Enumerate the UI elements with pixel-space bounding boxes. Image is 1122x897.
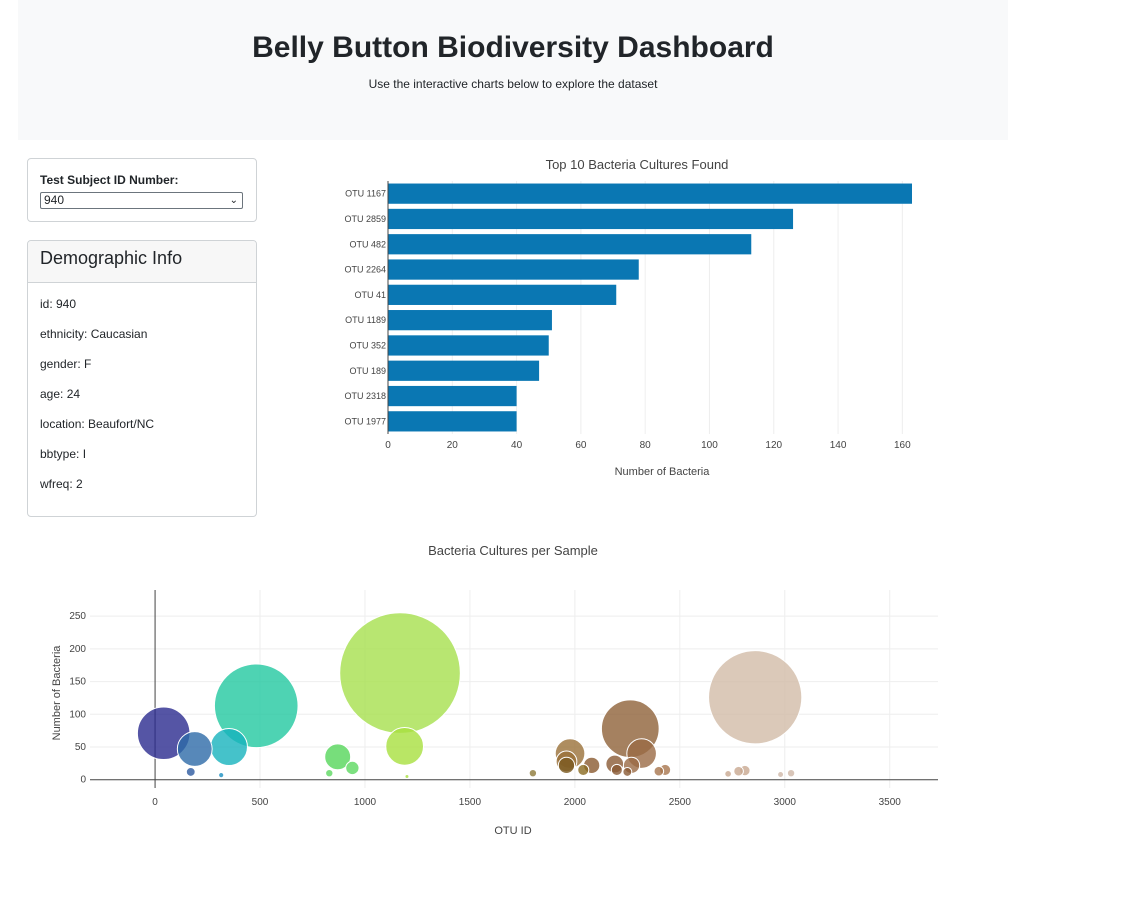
demographic-item-ethnicity: ethnicity: Caucasian xyxy=(40,327,148,341)
bubble-chart-xtick-label: 500 xyxy=(252,797,269,808)
header-banner: Belly Button Biodiversity Dashboard Use … xyxy=(18,0,1008,140)
bubble-point[interactable] xyxy=(404,773,410,779)
bubble-chart-ytick-label: 100 xyxy=(69,709,86,720)
bar-category-label: OTU 1977 xyxy=(344,416,386,426)
bubble-point[interactable] xyxy=(345,760,360,776)
chevron-down-icon: ⌄ xyxy=(229,195,238,206)
bubble-chart-ytick-label: 50 xyxy=(75,742,87,753)
bar[interactable] xyxy=(388,411,517,432)
bar-chart-xtick-label: 60 xyxy=(575,440,587,451)
bubble-chart-ytick-label: 150 xyxy=(69,677,86,688)
bubble-point[interactable] xyxy=(733,765,744,777)
bubble-point[interactable] xyxy=(708,650,803,745)
bubble-point[interactable] xyxy=(653,765,665,777)
bar-chart-xtick-label: 100 xyxy=(701,440,718,451)
bar[interactable] xyxy=(388,208,794,230)
page-subtitle: Use the interactive charts below to expl… xyxy=(368,77,658,91)
bubble-chart[interactable]: Bacteria Cultures per Sample OTU ID Numb… xyxy=(20,530,980,860)
bubble-chart-ylabel: Number of Bacteria xyxy=(51,645,63,741)
bar[interactable] xyxy=(388,310,552,331)
bubble-chart-xtick-label: 3500 xyxy=(879,797,902,808)
bar-category-label: OTU 482 xyxy=(349,239,386,249)
bar-chart-xtick-label: 140 xyxy=(830,440,847,451)
bar-category-label: OTU 352 xyxy=(349,340,386,350)
bubble-chart-ytick-label: 0 xyxy=(80,775,86,786)
bar[interactable] xyxy=(388,385,517,407)
subject-selector-card: Test Subject ID Number: 940 ⌄ xyxy=(27,158,257,222)
demographic-item-id: id: 940 xyxy=(40,297,77,311)
bar[interactable] xyxy=(388,360,540,381)
bar-chart-title: Top 10 Bacteria Cultures Found xyxy=(546,157,729,172)
bar-category-label: OTU 2264 xyxy=(344,265,386,275)
bubble-chart-xtick-label: 3000 xyxy=(774,797,797,808)
bubble-point[interactable] xyxy=(325,768,334,778)
demographic-item-bbtype: bbtype: I xyxy=(40,447,87,461)
subject-selector-label: Test Subject ID Number: xyxy=(40,173,179,187)
bubble-point[interactable] xyxy=(777,771,785,778)
bar[interactable] xyxy=(388,183,912,204)
bar-chart-xtick-label: 120 xyxy=(765,440,782,451)
bar[interactable] xyxy=(388,284,617,305)
demographic-item-wfreq: wfreq: 2 xyxy=(40,477,83,491)
bubble-point[interactable] xyxy=(218,772,225,779)
top10-bar-chart[interactable]: Top 10 Bacteria Cultures Found Number of… xyxy=(300,145,1000,490)
bubble-chart-ytick-label: 200 xyxy=(69,644,86,655)
page-title: Belly Button Biodiversity Dashboard xyxy=(252,31,774,64)
bar[interactable] xyxy=(388,234,752,255)
demographic-info-panel: Demographic Info id: 940 ethnicity: Cauc… xyxy=(27,240,257,517)
demographic-item-gender: gender: F xyxy=(40,357,92,371)
bar-category-label: OTU 1167 xyxy=(345,189,386,199)
demographic-item-age: age: 24 xyxy=(40,387,81,401)
bar[interactable] xyxy=(388,335,549,356)
bubble-point[interactable] xyxy=(577,763,590,776)
bubble-chart-xlabel: OTU ID xyxy=(494,825,531,837)
demographic-info-header: Demographic Info xyxy=(28,241,256,283)
bubble-chart-xtick-label: 1500 xyxy=(459,797,482,808)
bar-chart-xtick-label: 0 xyxy=(385,440,391,451)
bubble-point[interactable] xyxy=(528,768,538,778)
demographic-info-list: id: 940 ethnicity: Caucasian gender: F a… xyxy=(40,297,154,507)
bubble-point[interactable] xyxy=(724,770,732,778)
bubble-point[interactable] xyxy=(786,768,796,778)
bar-chart-xlabel: Number of Bacteria xyxy=(615,466,711,478)
bar-category-label: OTU 2318 xyxy=(344,391,386,401)
subject-id-value: 940 xyxy=(44,193,65,207)
bar-chart-xtick-label: 160 xyxy=(894,440,911,451)
bar-chart-xtick-label: 80 xyxy=(640,440,652,451)
bubble-chart-xtick-label: 2000 xyxy=(564,797,587,808)
bubble-chart-title: Bacteria Cultures per Sample xyxy=(428,543,598,558)
bar-chart-xtick-label: 20 xyxy=(447,440,459,451)
bubble-point[interactable] xyxy=(622,766,633,777)
bubble-point[interactable] xyxy=(176,731,213,767)
bar-category-label: OTU 189 xyxy=(349,366,386,376)
subject-id-select[interactable]: 940 ⌄ xyxy=(40,192,243,209)
bar-chart-xtick-label: 40 xyxy=(511,440,523,451)
bubble-point[interactable] xyxy=(339,612,461,734)
bubble-point[interactable] xyxy=(185,766,196,777)
bubble-chart-xtick-label: 2500 xyxy=(669,797,692,808)
bar[interactable] xyxy=(388,259,639,280)
demographic-info-title: Demographic Info xyxy=(40,248,183,268)
bubble-point[interactable] xyxy=(385,726,425,766)
bubble-point[interactable] xyxy=(213,663,299,749)
bubble-chart-ytick-label: 250 xyxy=(69,611,86,622)
bar-category-label: OTU 41 xyxy=(354,290,386,300)
bubble-point[interactable] xyxy=(557,756,576,774)
demographic-item-location: location: Beaufort/NC xyxy=(40,417,155,431)
bubble-point[interactable] xyxy=(610,763,623,776)
bubble-chart-xtick-label: 0 xyxy=(152,797,158,808)
bar-category-label: OTU 2859 xyxy=(344,214,386,224)
bar-category-label: OTU 1189 xyxy=(345,315,386,325)
bubble-point[interactable] xyxy=(324,743,352,771)
bubble-point[interactable] xyxy=(209,728,248,767)
bubble-chart-xtick-label: 1000 xyxy=(354,797,377,808)
